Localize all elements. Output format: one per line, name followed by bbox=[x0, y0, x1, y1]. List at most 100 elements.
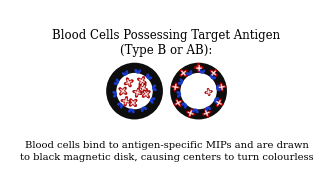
Circle shape bbox=[220, 99, 222, 101]
Circle shape bbox=[146, 89, 148, 91]
Polygon shape bbox=[215, 98, 219, 103]
Text: Blood Cells Possessing Target Antigen: Blood Cells Possessing Target Antigen bbox=[53, 29, 280, 42]
Circle shape bbox=[220, 82, 222, 84]
Polygon shape bbox=[217, 85, 220, 90]
Polygon shape bbox=[140, 84, 146, 92]
Polygon shape bbox=[210, 70, 217, 76]
Polygon shape bbox=[205, 107, 211, 111]
Polygon shape bbox=[182, 103, 186, 108]
Circle shape bbox=[221, 104, 223, 106]
Circle shape bbox=[185, 75, 187, 77]
Polygon shape bbox=[123, 71, 128, 75]
Circle shape bbox=[142, 95, 144, 98]
Circle shape bbox=[188, 115, 190, 118]
Circle shape bbox=[124, 87, 126, 89]
Polygon shape bbox=[141, 107, 147, 111]
Polygon shape bbox=[199, 70, 204, 73]
Polygon shape bbox=[120, 87, 126, 95]
Circle shape bbox=[185, 70, 187, 72]
Polygon shape bbox=[211, 74, 215, 79]
Polygon shape bbox=[124, 97, 128, 105]
Text: to black magnetic disk, causing centers to turn colourless: to black magnetic disk, causing centers … bbox=[20, 153, 313, 162]
Circle shape bbox=[194, 67, 196, 69]
Polygon shape bbox=[129, 99, 137, 106]
Polygon shape bbox=[178, 79, 182, 84]
Circle shape bbox=[139, 83, 141, 85]
Circle shape bbox=[139, 85, 141, 88]
Polygon shape bbox=[126, 78, 131, 86]
Circle shape bbox=[119, 93, 122, 95]
Circle shape bbox=[191, 109, 193, 111]
Circle shape bbox=[180, 69, 182, 71]
Circle shape bbox=[137, 78, 139, 80]
Circle shape bbox=[221, 90, 223, 91]
Polygon shape bbox=[195, 66, 202, 69]
Polygon shape bbox=[135, 70, 140, 73]
Circle shape bbox=[126, 78, 128, 80]
Circle shape bbox=[143, 76, 145, 79]
Circle shape bbox=[201, 67, 203, 69]
Circle shape bbox=[215, 100, 217, 102]
Polygon shape bbox=[119, 88, 127, 94]
Circle shape bbox=[215, 69, 217, 71]
Polygon shape bbox=[188, 109, 193, 117]
Circle shape bbox=[224, 85, 226, 87]
Polygon shape bbox=[133, 90, 141, 95]
Circle shape bbox=[131, 80, 134, 82]
Circle shape bbox=[210, 75, 213, 77]
Polygon shape bbox=[193, 109, 198, 113]
Circle shape bbox=[124, 83, 126, 85]
Circle shape bbox=[129, 104, 131, 106]
Polygon shape bbox=[130, 99, 136, 107]
Polygon shape bbox=[113, 92, 116, 97]
Circle shape bbox=[135, 105, 137, 107]
Circle shape bbox=[140, 91, 143, 93]
Circle shape bbox=[174, 104, 176, 106]
Text: (Type B or AB):: (Type B or AB): bbox=[120, 44, 213, 57]
Polygon shape bbox=[172, 85, 179, 89]
Polygon shape bbox=[215, 100, 223, 106]
Polygon shape bbox=[218, 85, 226, 89]
Polygon shape bbox=[138, 78, 146, 84]
Circle shape bbox=[179, 105, 181, 107]
Circle shape bbox=[209, 111, 211, 113]
Circle shape bbox=[217, 87, 219, 89]
Circle shape bbox=[143, 90, 145, 92]
Circle shape bbox=[174, 90, 176, 91]
Circle shape bbox=[207, 115, 209, 118]
Circle shape bbox=[210, 70, 212, 72]
Polygon shape bbox=[147, 74, 151, 79]
Circle shape bbox=[208, 94, 210, 96]
Circle shape bbox=[129, 99, 132, 101]
Circle shape bbox=[148, 96, 150, 98]
Circle shape bbox=[171, 85, 173, 87]
Polygon shape bbox=[174, 83, 177, 91]
Polygon shape bbox=[205, 90, 212, 94]
Polygon shape bbox=[125, 80, 133, 85]
Circle shape bbox=[170, 63, 227, 119]
Circle shape bbox=[175, 82, 177, 84]
Circle shape bbox=[198, 63, 200, 65]
Polygon shape bbox=[139, 77, 145, 85]
Circle shape bbox=[180, 74, 182, 76]
Polygon shape bbox=[204, 109, 209, 117]
Circle shape bbox=[211, 91, 213, 92]
Circle shape bbox=[176, 99, 177, 101]
Polygon shape bbox=[135, 88, 140, 97]
Circle shape bbox=[202, 113, 204, 115]
Polygon shape bbox=[177, 92, 180, 97]
Circle shape bbox=[133, 90, 135, 92]
Circle shape bbox=[106, 63, 163, 119]
Circle shape bbox=[135, 95, 137, 97]
Polygon shape bbox=[180, 70, 187, 77]
Circle shape bbox=[198, 70, 200, 72]
Polygon shape bbox=[203, 111, 210, 115]
Circle shape bbox=[215, 74, 217, 76]
Polygon shape bbox=[187, 71, 192, 75]
Polygon shape bbox=[187, 111, 194, 115]
Circle shape bbox=[180, 100, 182, 102]
Circle shape bbox=[121, 99, 123, 102]
Circle shape bbox=[135, 99, 137, 101]
Circle shape bbox=[119, 88, 121, 90]
Circle shape bbox=[180, 73, 217, 109]
